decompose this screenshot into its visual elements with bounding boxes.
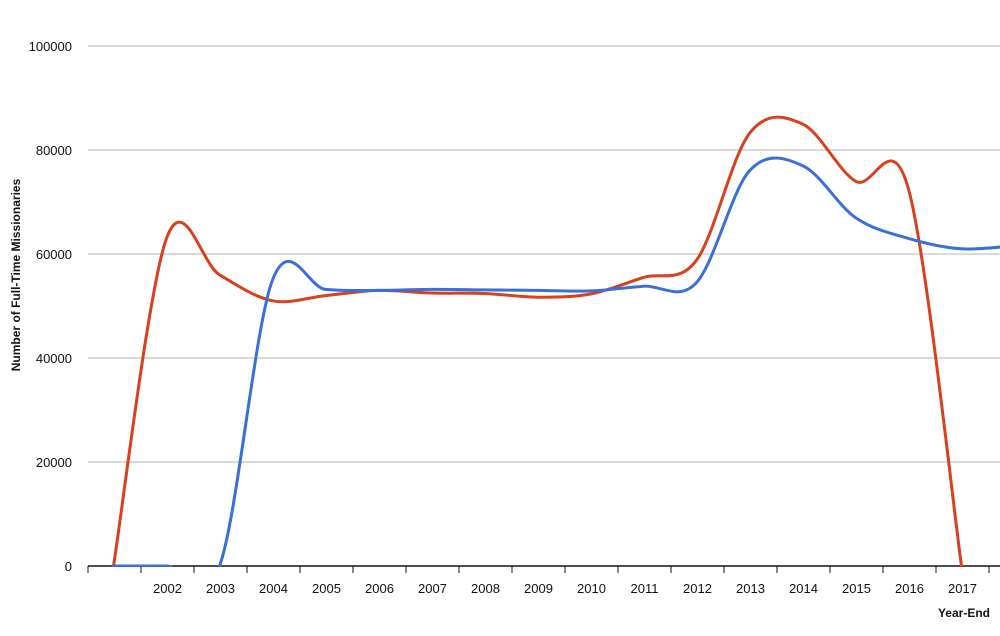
x-tick-label: 2013 <box>736 581 765 596</box>
y-tick-label: 100000 <box>29 39 72 54</box>
x-axis <box>87 565 1000 573</box>
x-tick-label: 2015 <box>842 581 871 596</box>
x-tick-label: 2004 <box>259 581 288 596</box>
x-tick-label: 2009 <box>524 581 553 596</box>
y-tick-label: 60000 <box>36 247 72 262</box>
x-tick-label: 2011 <box>631 581 659 596</box>
series-line-1 <box>112 115 963 567</box>
x-tick-label: 2014 <box>789 581 818 596</box>
x-tick-label: 2012 <box>683 581 712 596</box>
series-line-2 <box>112 156 1000 567</box>
x-tick-label: 2017 <box>948 581 977 596</box>
y-axis-tick-labels: 0 20000 40000 60000 80000 100000 <box>29 39 72 574</box>
x-tick-label: 2008 <box>471 581 500 596</box>
y-tick-label: 80000 <box>36 143 72 158</box>
x-tick-label: 2007 <box>418 581 447 596</box>
x-tick-label: 2002 <box>153 581 182 596</box>
y-axis-title: Number of Full-Time Missionaries <box>9 178 23 371</box>
x-axis-tick-labels: 2002 2003 2004 2005 2006 2007 2008 2009 2010 2011… <box>153 581 977 596</box>
x-tick-label: 2003 <box>206 581 235 596</box>
gridlines <box>88 45 1000 463</box>
y-tick-label: 20000 <box>36 455 72 470</box>
x-tick-label: 2016 <box>895 581 924 596</box>
x-tick-label: 2005 <box>312 581 341 596</box>
x-axis-title: Year-End <box>938 606 990 620</box>
x-tick-label: 2006 <box>365 581 394 596</box>
series-lines <box>112 115 1000 567</box>
y-tick-label: 0 <box>65 559 72 574</box>
y-tick-label: 40000 <box>36 351 72 366</box>
x-tick-label: 2010 <box>577 581 606 596</box>
